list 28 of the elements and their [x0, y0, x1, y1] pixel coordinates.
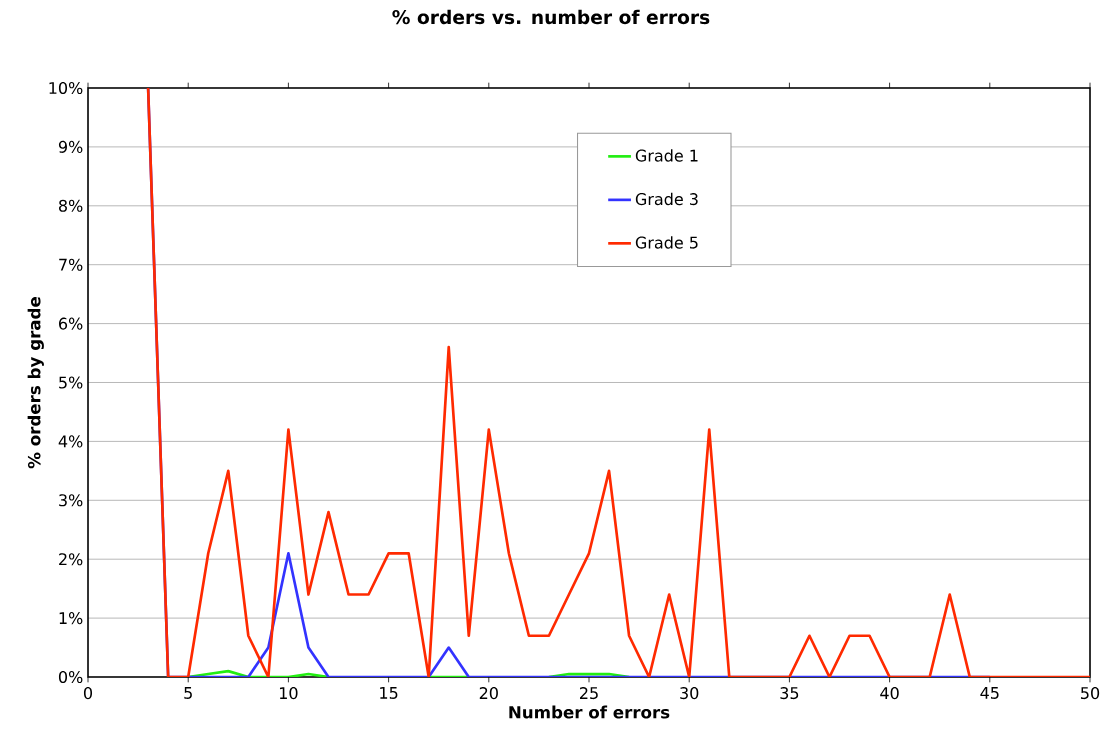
legend-label: Grade 1 — [635, 149, 698, 162]
x-tick-label: 5 — [184, 687, 192, 699]
y-tick-label: 1% — [59, 612, 83, 625]
y-tick-label: 7% — [59, 258, 83, 271]
y-tick-label: 9% — [58, 140, 83, 153]
legend-label: Grade 5 — [635, 236, 698, 249]
x-tick-label: 30 — [680, 687, 699, 700]
y-tick-label: 5% — [59, 376, 83, 389]
y-tick-label: 10% — [49, 81, 83, 95]
x-axis-title: Number of errors — [509, 705, 670, 719]
y-tick-label: 4% — [58, 435, 83, 448]
chart-title: % orders vs. number of errors — [392, 9, 710, 25]
y-tick-label: 8% — [59, 199, 83, 212]
y-tick-label: 2% — [59, 553, 83, 566]
x-tick-label: 20 — [479, 687, 498, 700]
x-tick-label: 0 — [83, 687, 93, 700]
x-tick-label: 35 — [780, 687, 799, 700]
y-tick-label: 0% — [58, 670, 83, 684]
x-tick-label: 25 — [580, 687, 598, 700]
x-tick-label: 45 — [980, 687, 999, 699]
x-tick-label: 50 — [1081, 687, 1100, 700]
y-axis-title: % orders by grade — [27, 297, 44, 469]
y-tick-label: 6% — [59, 317, 83, 330]
legend-label: Grade 3 — [635, 192, 698, 206]
x-tick-label: 40 — [880, 687, 899, 700]
x-tick-label: 15 — [380, 687, 398, 699]
y-tick-label: 3% — [59, 494, 83, 507]
x-tick-label: 10 — [279, 687, 298, 700]
